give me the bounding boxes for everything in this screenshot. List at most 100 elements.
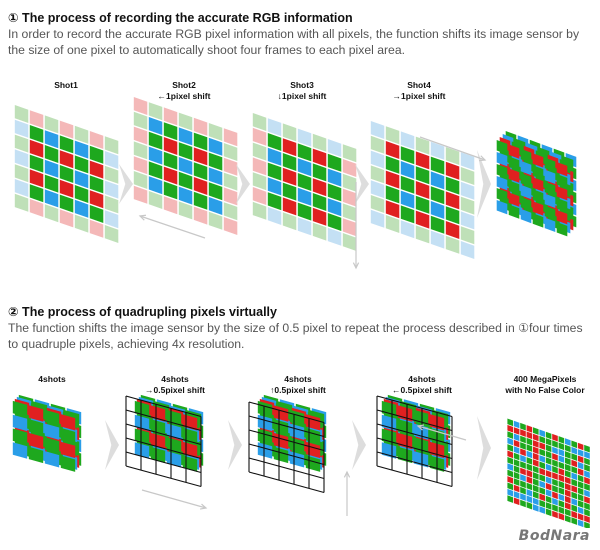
pixel-cell xyxy=(513,491,520,499)
pixel-cell xyxy=(342,144,357,163)
pixel-cell xyxy=(513,420,520,429)
pixel-cell xyxy=(208,152,223,171)
pixel-cell xyxy=(148,131,163,150)
pixel-cell xyxy=(545,476,552,485)
step4-label: 4shots xyxy=(408,374,436,384)
pixel-cell xyxy=(257,442,273,459)
pixel-cell xyxy=(571,459,577,468)
pixel-cell xyxy=(533,478,539,487)
pixel-cell xyxy=(558,455,565,463)
pixel-cell xyxy=(558,461,565,470)
pixel-cell xyxy=(565,438,571,446)
pixel-cell xyxy=(193,191,208,210)
pixel-cell xyxy=(552,459,558,468)
pixel-cell xyxy=(533,491,539,499)
pixel-cell xyxy=(513,497,520,506)
overlay-line xyxy=(248,429,325,452)
section2-description: The function shifts the image sensor by … xyxy=(8,321,583,351)
pixel-cell xyxy=(545,482,552,491)
step2-sublabel: →0.5pixel shift xyxy=(145,385,205,395)
pixel-cell xyxy=(507,431,513,439)
pixel-cell xyxy=(577,481,584,489)
pixel-cell xyxy=(327,153,342,172)
pixel-cell xyxy=(370,180,385,199)
pixel-cell xyxy=(267,133,282,151)
pixel-cell xyxy=(532,213,544,228)
pixel-cell xyxy=(520,448,526,457)
half-pixel-grid-3 xyxy=(376,395,453,488)
pixel-cell xyxy=(533,446,539,455)
pixel-cell xyxy=(571,440,577,449)
pixel-cell xyxy=(370,121,385,139)
pixel-cell xyxy=(507,418,513,427)
pixel-cell xyxy=(150,446,166,464)
pixel-cell xyxy=(44,159,59,178)
step2-label: 4shots xyxy=(161,374,189,384)
pixel-cell xyxy=(327,198,342,217)
pixel-cell xyxy=(558,512,565,521)
watermark-logo: BodNara xyxy=(518,528,590,544)
pixel-cell xyxy=(565,508,571,517)
overlay-line xyxy=(125,465,202,488)
pixel-cell xyxy=(297,128,312,147)
pixel-cell xyxy=(577,461,584,470)
pixel-cell xyxy=(508,144,520,159)
pixel-cell xyxy=(520,429,526,437)
pixel-cell xyxy=(385,185,400,204)
pixel-cell xyxy=(223,143,238,161)
pixel-cell xyxy=(28,419,44,436)
pixel-cell xyxy=(445,176,460,195)
pixel-cell xyxy=(59,150,74,169)
pixel-cell xyxy=(565,463,571,472)
pixel-cell xyxy=(545,502,552,510)
pixel-cell xyxy=(496,188,508,203)
pixel-cell xyxy=(545,450,552,459)
pixel-cell xyxy=(370,165,385,184)
pixel-cell xyxy=(507,424,513,433)
pixel-cell xyxy=(104,225,119,243)
pixel-cell xyxy=(267,118,282,137)
pixel-cell xyxy=(133,156,148,175)
pixel-cell xyxy=(178,171,193,190)
pixel-cell xyxy=(148,161,163,180)
pixel-cell xyxy=(163,122,178,141)
half-pixel-grid-2 xyxy=(248,401,325,494)
pixel-cell xyxy=(148,176,163,195)
pixel-cell xyxy=(533,433,539,442)
overlay-line xyxy=(376,423,453,446)
pixel-cell xyxy=(552,510,558,519)
pixel-cell xyxy=(257,428,273,445)
pixel-cell xyxy=(415,181,430,199)
pixel-cell xyxy=(571,472,577,481)
pixel-cell xyxy=(252,142,267,161)
pixel-cell xyxy=(571,498,577,506)
pixel-cell xyxy=(134,442,150,459)
pixel-cell xyxy=(342,218,357,237)
shift-left-arrow xyxy=(139,215,206,239)
pixel-cell xyxy=(163,196,178,215)
half-shift-left-arrow-head xyxy=(416,424,425,431)
pixel-cell xyxy=(223,202,238,221)
pixel-cell xyxy=(312,163,327,182)
pixel-cell xyxy=(312,148,327,167)
pixel-cell xyxy=(342,173,357,192)
pixel-cell xyxy=(507,469,513,478)
pixel-cell xyxy=(544,205,556,220)
pixel-cell xyxy=(297,217,312,236)
high-resolution-result xyxy=(507,418,590,528)
pixel-cell xyxy=(430,201,445,219)
overlay-line xyxy=(125,409,202,432)
step2-label: Shot2 xyxy=(172,80,196,90)
pixel-cell xyxy=(496,140,508,155)
pixel-cell xyxy=(552,453,558,461)
pixel-cell xyxy=(14,149,29,168)
pixel-cell xyxy=(385,126,400,145)
pixel-cell xyxy=(460,226,475,245)
pixel-cell xyxy=(565,457,571,466)
pixel-cell xyxy=(565,502,571,510)
pixel-cell xyxy=(430,156,445,175)
shot-stack-1-layer4 xyxy=(12,400,76,472)
pixel-cell xyxy=(539,493,545,502)
pixel-cell xyxy=(44,423,60,440)
pixel-cell xyxy=(445,191,460,210)
